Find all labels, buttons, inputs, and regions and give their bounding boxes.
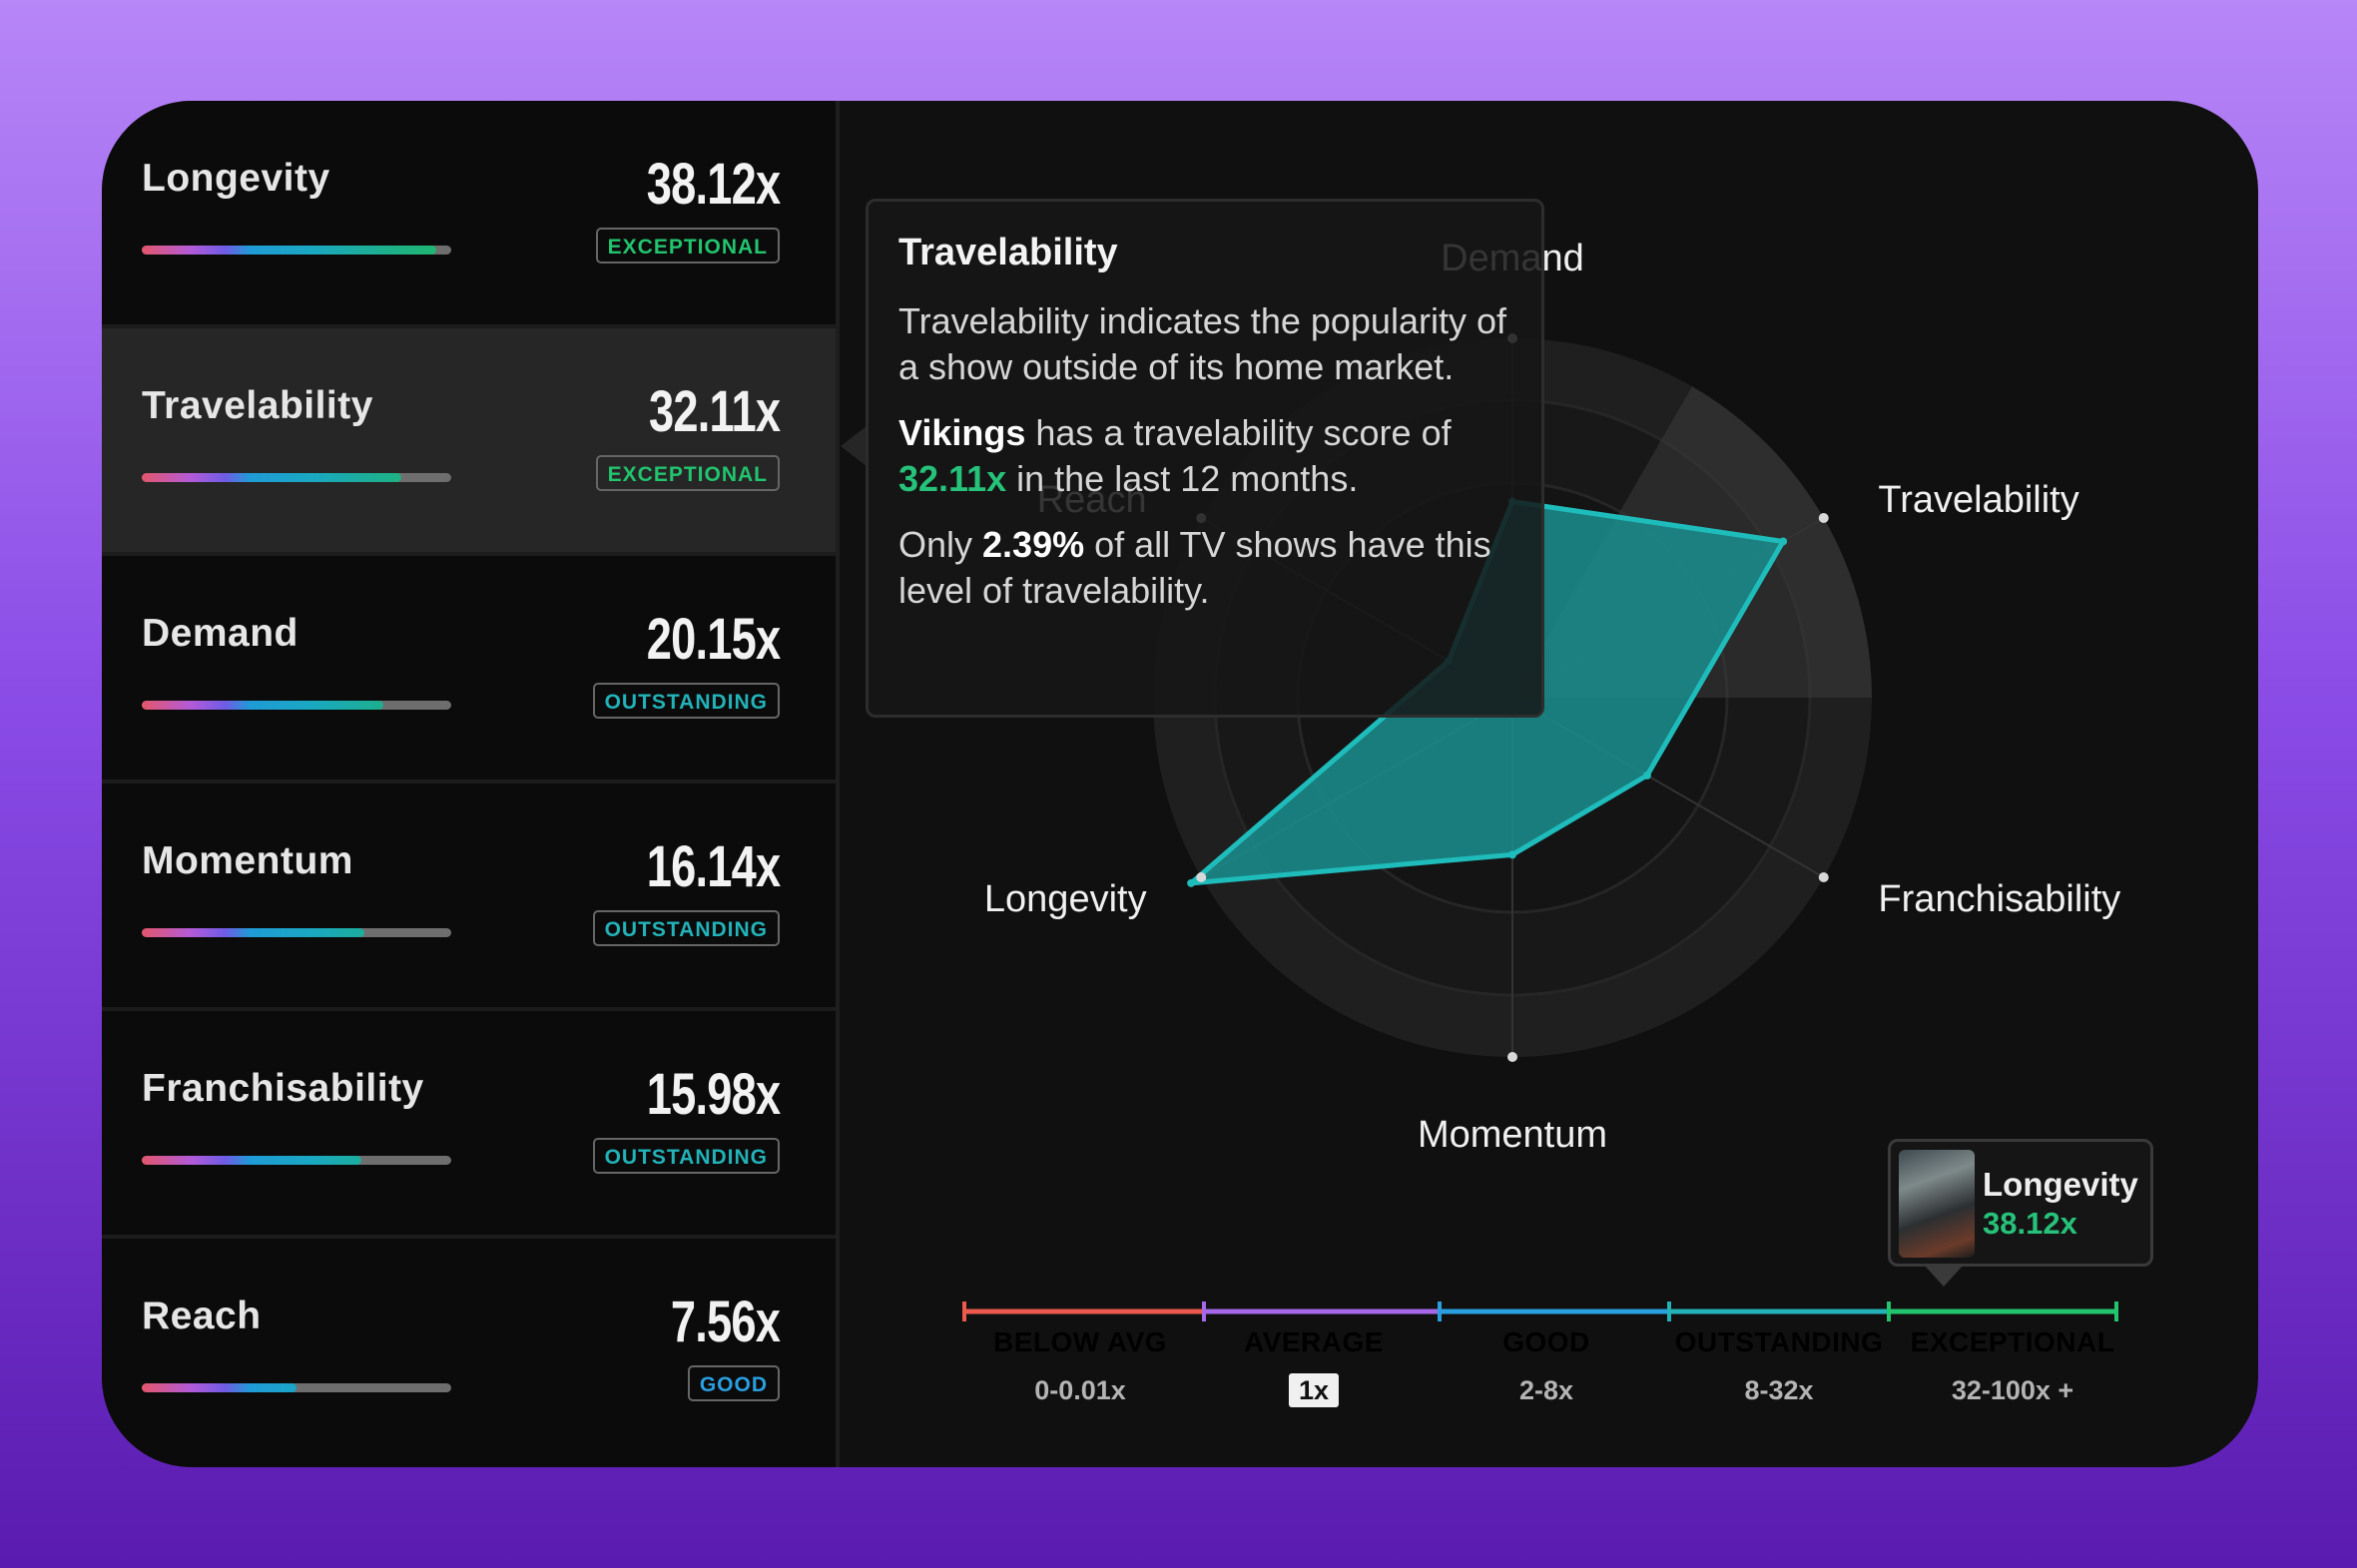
- score-bar: [142, 246, 451, 255]
- score-bar: [142, 928, 451, 937]
- radar-axis-dot: [1196, 872, 1207, 882]
- tooltip-percent: 2.39%: [982, 524, 1085, 565]
- radar-data-point: [1642, 771, 1651, 780]
- metric-tooltip: Travelability Travelability indicates th…: [866, 199, 1544, 718]
- metric-row-travelability[interactable]: Travelability 32.11x EXCEPTIONAL: [102, 328, 836, 556]
- show-name: Vikings: [898, 412, 1026, 453]
- panel-divider: [836, 101, 840, 1467]
- status-badge: GOOD: [687, 1365, 780, 1401]
- score-bar: [142, 473, 451, 482]
- score-bar: [142, 1383, 451, 1392]
- radar-data-point: [1508, 850, 1516, 859]
- radar-axis-label: Franchisability: [1878, 878, 2120, 920]
- scale-range-good: 2-8x: [1518, 1375, 1574, 1405]
- metric-name: Longevity: [142, 157, 330, 200]
- tooltip-arrow: [841, 426, 867, 466]
- tooltip-description: Travelability indicates the popularity o…: [898, 300, 1506, 387]
- metric-score: 7.56x: [670, 1290, 781, 1354]
- scale-marker-card: Longevity 38.12x: [1888, 1139, 2153, 1267]
- metric-score: 20.15x: [646, 607, 780, 672]
- score-bar-fill: [142, 246, 436, 255]
- scale-label-good: GOOD: [1502, 1326, 1590, 1357]
- score-bar-fill: [142, 1156, 362, 1165]
- radar-axis-dot: [1507, 1052, 1517, 1062]
- score-bar: [142, 701, 451, 710]
- metric-score: 16.14x: [646, 834, 780, 899]
- metrics-list: Longevity 38.12x EXCEPTIONAL Travelabili…: [102, 101, 836, 1467]
- status-badge: OUTSTANDING: [592, 910, 780, 946]
- metric-row-momentum[interactable]: Momentum 16.14x OUTSTANDING: [102, 784, 836, 1011]
- scale-range-outstanding: 8-32x: [1744, 1375, 1814, 1405]
- status-badge: EXCEPTIONAL: [595, 228, 780, 263]
- scale-label-average: AVERAGE: [1244, 1326, 1384, 1357]
- metrics-card: Longevity 38.12x EXCEPTIONAL Travelabili…: [102, 101, 2258, 1467]
- score-bar-fill: [142, 1383, 296, 1392]
- radar-axis-label: Longevity: [984, 878, 1147, 920]
- metric-name: Travelability: [142, 384, 373, 427]
- scale-range-average: 1x: [1288, 1373, 1340, 1407]
- score-bar-fill: [142, 473, 402, 482]
- metric-row-franchisability[interactable]: Franchisability 15.98x OUTSTANDING: [102, 1011, 836, 1239]
- marker-pointer: [1924, 1265, 1964, 1287]
- metric-name: Demand: [142, 612, 298, 655]
- metric-name: Momentum: [142, 839, 353, 882]
- status-badge: OUTSTANDING: [592, 1138, 780, 1174]
- scale-label-below-avg: BELOW AVG: [992, 1326, 1168, 1357]
- score-bar: [142, 1156, 451, 1165]
- status-badge: EXCEPTIONAL: [595, 455, 780, 491]
- metric-row-demand[interactable]: Demand 20.15x OUTSTANDING: [102, 556, 836, 784]
- radar-axis-dot: [1818, 513, 1829, 523]
- metric-name: Reach: [142, 1295, 262, 1337]
- score-bar-fill: [142, 928, 365, 937]
- radar-axis-dot: [1818, 872, 1829, 882]
- radar-data-point: [1779, 537, 1788, 546]
- metric-row-reach[interactable]: Reach 7.56x GOOD: [102, 1239, 836, 1466]
- show-poster-thumbnail: [1899, 1150, 1975, 1258]
- tooltip-score: 32.11x: [898, 458, 1007, 499]
- metric-score: 15.98x: [646, 1062, 780, 1127]
- radar-axis-label: Momentum: [1418, 1114, 1607, 1156]
- metric-score: 32.11x: [648, 379, 781, 444]
- scale-label-exceptional: EXCEPTIONAL: [1910, 1326, 2115, 1357]
- marker-name: Longevity: [1983, 1166, 2138, 1203]
- tooltip-score-sentence: Vikings has a travelability score of 32.…: [898, 412, 1452, 499]
- metric-score: 38.12x: [646, 152, 780, 217]
- score-bar-fill: [142, 701, 383, 710]
- scale-range-below-avg: 0-0.01x: [1034, 1375, 1126, 1405]
- tooltip-title: Travelability: [898, 232, 1118, 273]
- radar-axis-label: Travelability: [1878, 479, 2078, 521]
- metric-name: Franchisability: [142, 1067, 424, 1110]
- scale-range-exceptional: 32-100x +: [1951, 1375, 2074, 1405]
- status-badge: OUTSTANDING: [592, 683, 780, 719]
- metric-row-longevity[interactable]: Longevity 38.12x EXCEPTIONAL: [102, 101, 836, 328]
- tooltip-percent-sentence: Only 2.39% of all TV shows have this lev…: [898, 524, 1491, 611]
- scale-label-outstanding: OUTSTANDING: [1674, 1326, 1884, 1357]
- radar-data-point: [1187, 878, 1196, 887]
- marker-value: 38.12x: [1983, 1206, 2077, 1241]
